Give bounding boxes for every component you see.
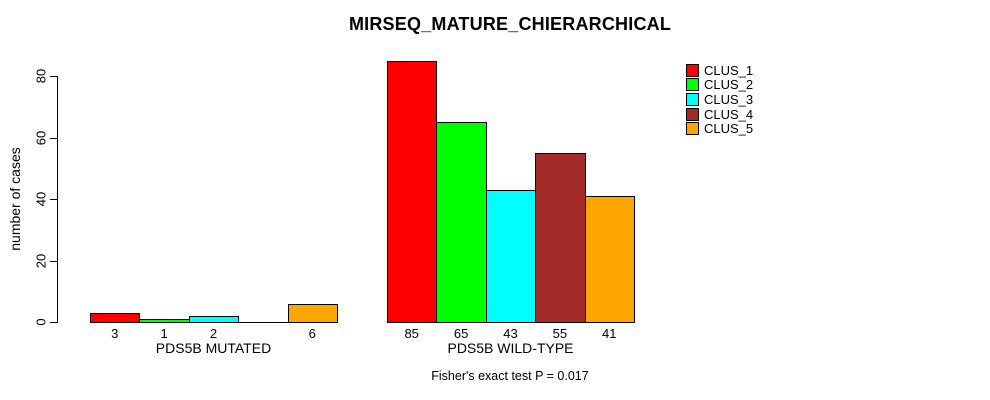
y-axis-line [57, 76, 58, 323]
legend-label: CLUS_2 [704, 77, 754, 93]
bar-clus_3 [188, 316, 240, 323]
legend: CLUS_1 CLUS_2 CLUS_3 CLUS_4 CLUS_5 [686, 63, 753, 136]
y-tick-mark [50, 137, 57, 139]
bar-clus_1 [90, 313, 141, 323]
group-label: PDS5B WILD-TYPE [447, 340, 574, 356]
y-tick-label-text: 80 [33, 68, 49, 84]
legend-swatch-icon [686, 107, 699, 121]
y-tick-label-text: 40 [33, 191, 49, 207]
bar-clus_2 [436, 122, 487, 323]
bar-clus_1 [387, 61, 438, 323]
bar-value-label: 43 [503, 326, 518, 341]
y-tick-label-text: 20 [33, 253, 49, 268]
bar-value-label: 6 [308, 326, 316, 341]
y-tick-mark [50, 260, 57, 262]
legend-row: CLUS_5 [686, 121, 753, 136]
legend-swatch-icon [686, 122, 699, 136]
bar-clus_5 [584, 196, 635, 323]
bar-clus_2 [139, 319, 190, 323]
legend-swatch-icon [686, 92, 699, 106]
bar-value-label: 3 [111, 326, 119, 341]
y-axis-label-text: number of cases [7, 147, 23, 251]
group-label: PDS5B MUTATED [155, 340, 272, 356]
legend-row: CLUS_1 [686, 63, 753, 78]
y-tick-label-text: 0 [33, 318, 49, 326]
bar-value-label: 55 [552, 326, 568, 341]
legend-swatch-icon [686, 63, 699, 77]
legend-label: CLUS_1 [704, 62, 754, 78]
y-tick-mark [50, 322, 57, 323]
legend-row: CLUS_3 [686, 92, 753, 107]
legend-label: CLUS_4 [704, 106, 754, 122]
y-tick-label-text: 60 [33, 130, 49, 145]
bar-value-label: 1 [160, 326, 168, 341]
bar-clus_5 [287, 304, 338, 323]
legend-row: CLUS_4 [686, 107, 753, 122]
annotation-text: Fisher's exact test P = 0.017 [431, 369, 589, 383]
legend-swatch-icon [686, 78, 699, 92]
bar-clus_4 [535, 153, 586, 323]
bar-value-label: 85 [404, 326, 419, 341]
legend-label: CLUS_5 [704, 121, 754, 137]
legend-label: CLUS_3 [704, 91, 754, 107]
bar-value-label: 65 [453, 326, 469, 341]
bar-value-label: 2 [209, 326, 218, 341]
chart-title: MIRSEQ_MATURE_CHIERARCHICAL [348, 14, 672, 34]
bar-clus_3 [485, 190, 537, 323]
bar-value-label: 41 [602, 326, 617, 341]
legend-row: CLUS_2 [686, 77, 754, 93]
y-tick-mark [50, 76, 57, 77]
y-tick-mark [50, 199, 57, 200]
